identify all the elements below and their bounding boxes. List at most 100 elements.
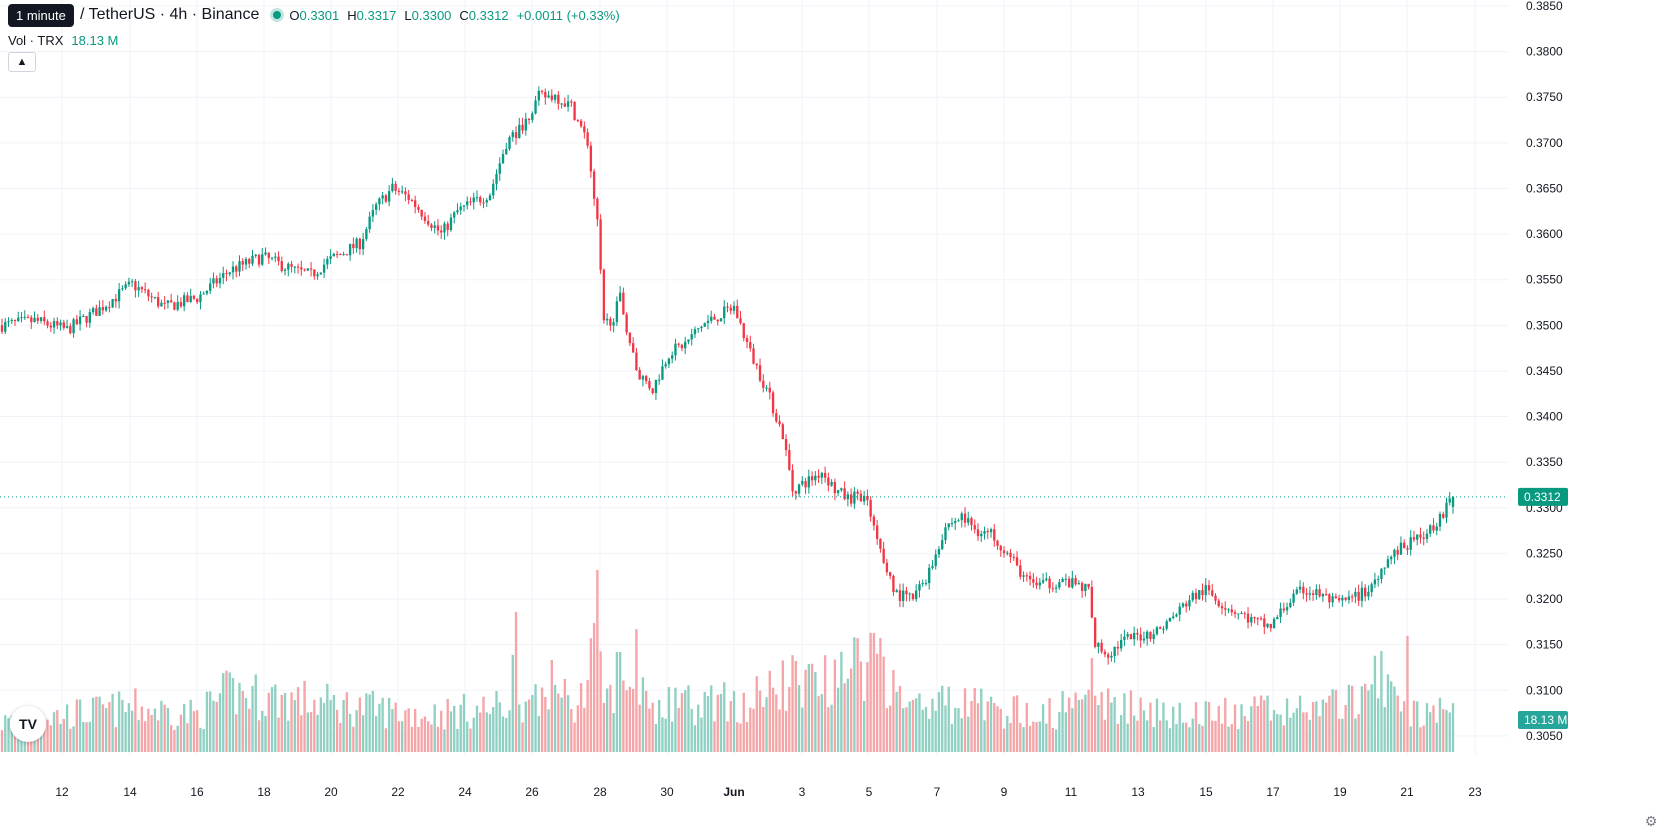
volume-bar xyxy=(540,687,544,752)
volume-bar xyxy=(778,709,781,752)
volume-bar xyxy=(137,720,140,752)
candle-body xyxy=(1230,609,1233,613)
volume-bar xyxy=(866,662,869,752)
candle-body xyxy=(1136,632,1139,635)
candle-body xyxy=(1373,579,1377,585)
candle-body xyxy=(980,533,983,537)
candle-body xyxy=(26,316,30,318)
volume-bar xyxy=(514,612,518,752)
volume-bar xyxy=(1022,727,1025,752)
candle-body xyxy=(466,201,469,206)
volume-bar xyxy=(888,705,892,752)
volume-bar xyxy=(52,712,56,752)
candle-body xyxy=(1194,592,1198,600)
volume-bar xyxy=(127,703,131,752)
candle-body xyxy=(1425,533,1429,539)
candle-body xyxy=(1331,596,1334,603)
tradingview-logo-icon[interactable]: TV xyxy=(10,706,46,742)
volume-bar xyxy=(602,702,606,752)
volume-bar xyxy=(104,708,108,752)
collapse-legend-button[interactable]: ▲ xyxy=(8,52,36,72)
candle-body xyxy=(378,198,381,205)
volume-bar xyxy=(827,707,830,752)
volume-bar xyxy=(902,708,905,752)
candle-body xyxy=(199,294,202,303)
candle-body xyxy=(609,318,612,326)
candle-body xyxy=(283,269,287,271)
candle-body xyxy=(1344,597,1347,600)
volume-bar xyxy=(1230,724,1233,752)
volume-bar xyxy=(898,685,902,752)
candle-body xyxy=(296,266,300,268)
volume-bar xyxy=(387,697,391,752)
volume-bar xyxy=(498,702,501,752)
candle-body xyxy=(671,355,674,359)
volume-bar xyxy=(1097,704,1100,752)
candle-body xyxy=(1285,607,1289,611)
volume-bar xyxy=(654,723,658,752)
volume-bar xyxy=(1119,715,1123,752)
candle-body xyxy=(140,287,144,290)
candle-body xyxy=(277,256,280,262)
price-tick-label: 0.3500 xyxy=(1526,318,1563,332)
candle-body xyxy=(365,229,368,240)
volume-bar xyxy=(407,708,410,752)
time-axis: 12 14 16 18 20 22 24 26 28 30 Jun 3 5 7 9 11 13 15 17 19 21 2… xyxy=(55,785,1482,799)
volume-bar xyxy=(1028,725,1032,752)
candle-body xyxy=(407,194,410,200)
volume-bar xyxy=(1093,695,1097,752)
volume-bar xyxy=(1448,712,1451,752)
candle-body xyxy=(915,590,918,600)
volume-bar xyxy=(1409,726,1412,752)
volume-bar xyxy=(1067,697,1071,752)
time-tick-label: Jun xyxy=(723,785,744,799)
candle-body xyxy=(78,316,82,325)
volume-bar xyxy=(710,685,713,752)
candles xyxy=(0,86,1455,665)
volume-bar xyxy=(501,716,505,752)
candle-body xyxy=(495,173,498,184)
symbol-title[interactable]: / TetherUS · 4h · Binance xyxy=(80,6,260,23)
candle-body xyxy=(661,366,664,380)
volume-bar xyxy=(1308,719,1312,752)
price-tick-label: 0.3750 xyxy=(1526,90,1563,104)
candle-body xyxy=(1142,638,1146,641)
volume-bar xyxy=(267,692,270,752)
change-value: +0.0011 (+0.33%) xyxy=(516,7,620,23)
volume-bar xyxy=(752,708,755,752)
price-tick-label: 0.3550 xyxy=(1526,273,1563,287)
volume-bar xyxy=(283,692,287,752)
volume-bar xyxy=(1064,712,1068,752)
volume-bar xyxy=(1149,702,1152,752)
last-price-badge: 0.3312 xyxy=(1518,487,1568,506)
volume-bar xyxy=(1373,655,1377,752)
volume-bar xyxy=(1035,722,1038,752)
volume-bar xyxy=(345,692,349,752)
volume-bar xyxy=(156,720,160,752)
market-status-icon[interactable] xyxy=(273,11,282,19)
candle-body xyxy=(420,209,423,217)
volume-bar xyxy=(348,713,352,752)
candle-body xyxy=(59,322,62,326)
volume-bar xyxy=(1019,722,1022,752)
volume-bar xyxy=(170,725,173,752)
volume-legend[interactable]: Vol · TRX 18.13 M xyxy=(8,33,118,48)
volume-bar xyxy=(39,722,43,752)
gear-icon[interactable]: ⚙ xyxy=(1644,812,1658,829)
candle-body xyxy=(4,321,7,332)
volume-bar xyxy=(1386,674,1390,752)
candle-body xyxy=(654,379,658,394)
volume-bar xyxy=(928,718,931,752)
candle-body xyxy=(684,341,687,349)
volume-bar xyxy=(544,696,547,752)
price-axis: 0.3850 0.3800 0.3750 0.3700 0.3650 0.3600 0.35… xyxy=(1526,0,1563,743)
volume-bar xyxy=(775,694,778,752)
volume-bar xyxy=(287,720,290,752)
volume-bar xyxy=(1432,705,1435,752)
candle-body xyxy=(222,273,225,278)
candle-body xyxy=(918,584,921,591)
close-value: C0.3312 xyxy=(459,7,509,23)
candle-body xyxy=(414,200,417,208)
volume-bar xyxy=(199,727,202,752)
